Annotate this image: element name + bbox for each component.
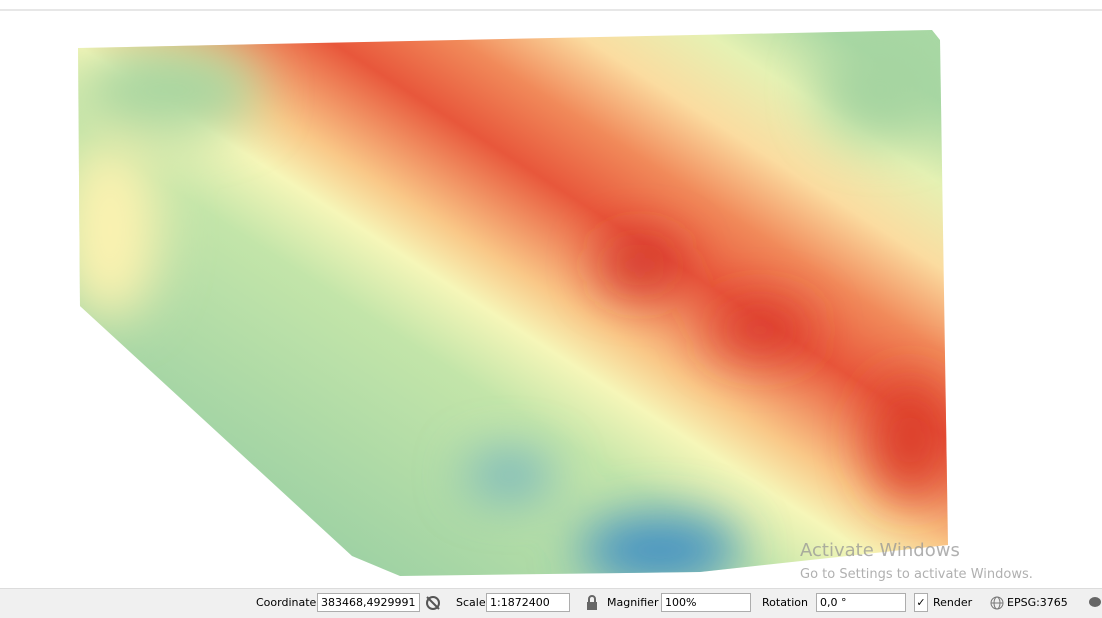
watermark-subtitle: Go to Settings to activate Windows. (800, 567, 1033, 582)
scale-field[interactable]: 1:1872400 (486, 593, 570, 612)
messages-icon[interactable] (1088, 596, 1102, 610)
coordinate-label: Coordinate (256, 596, 317, 609)
raster-layer (78, 30, 948, 576)
coordinate-field[interactable]: 383468,4929991 (317, 593, 420, 612)
render-checkbox[interactable]: ✓ (914, 593, 928, 612)
magnifier-label: Magnifier (607, 596, 659, 609)
crs-icon[interactable] (990, 596, 1004, 610)
magnifier-field[interactable]: 100% (661, 593, 751, 612)
render-label: Render (933, 596, 973, 609)
rotation-label: Rotation (762, 596, 809, 609)
watermark-title: Activate Windows (800, 540, 960, 561)
toggle-extents-icon[interactable] (425, 595, 441, 611)
lock-icon[interactable] (585, 595, 599, 611)
status-bar: Coordinate 383468,4929991 Scale 1:187240… (0, 588, 1102, 618)
scale-label: Scale (456, 596, 486, 609)
crs-label[interactable]: EPSG:3765 (1007, 596, 1068, 609)
rotation-field[interactable]: 0,0 ° (816, 593, 906, 612)
map-canvas (0, 9, 1102, 576)
